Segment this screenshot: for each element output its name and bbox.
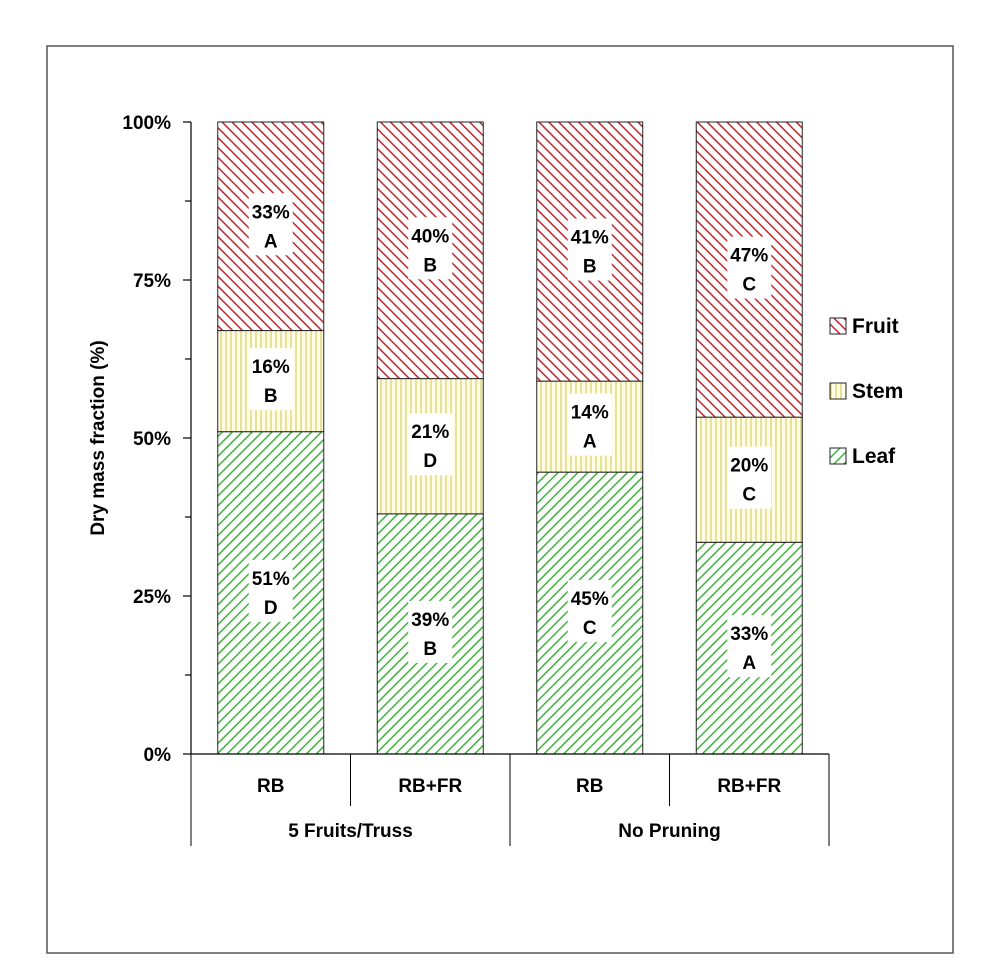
- legend: Fruit Stem Leaf: [829, 315, 903, 468]
- x-tick-label: RB+FR: [398, 776, 462, 797]
- data-label-letter: C: [742, 485, 756, 506]
- data-label-letter: B: [423, 255, 437, 276]
- y-tick-label: 75%: [133, 271, 171, 292]
- y-axis: 0% 25% 50% 75% 100%: [122, 113, 192, 766]
- data-label-letter: D: [423, 451, 437, 472]
- legend-swatch-stem: [829, 382, 847, 400]
- y-tick-label: 50%: [133, 429, 171, 450]
- data-label-letter: C: [583, 618, 597, 639]
- data-label-box: [248, 559, 293, 622]
- data-label-value: 14%: [571, 403, 609, 424]
- legend-label: Stem: [852, 380, 903, 403]
- outer-border: [46, 45, 954, 954]
- legend-label: Fruit: [852, 315, 899, 338]
- x-axis: RB RB+FR RB RB+FR 5 Fruits/Truss No Pruning: [190, 753, 830, 846]
- data-label-value: 33%: [252, 202, 290, 223]
- data-label-value: 20%: [730, 456, 768, 477]
- data-label-value: 47%: [730, 246, 768, 267]
- data-label-value: 41%: [571, 228, 609, 249]
- data-label-letter: B: [264, 386, 278, 407]
- x-tick-label: RB+FR: [717, 776, 781, 797]
- data-label-value: 45%: [571, 589, 609, 610]
- y-tick-label: 100%: [122, 113, 171, 134]
- data-label-box: [727, 446, 772, 509]
- data-label-value: 21%: [411, 422, 449, 443]
- data-label-box: [248, 193, 293, 256]
- legend-swatch-leaf: [829, 447, 847, 465]
- data-label-value: 51%: [252, 569, 290, 590]
- data-label-box: [567, 580, 612, 643]
- data-label-value: 16%: [252, 357, 290, 378]
- data-label-letter: C: [742, 275, 756, 296]
- y-axis-title: Dry mass fraction (%): [88, 340, 109, 535]
- y-tick-label: 25%: [133, 587, 171, 608]
- data-label-box: [248, 348, 293, 411]
- legend-label: Leaf: [852, 445, 896, 468]
- data-label-value: 33%: [730, 624, 768, 645]
- data-label-box: [727, 615, 772, 678]
- data-label-box: [408, 217, 453, 280]
- legend-swatch-fruit: [829, 317, 847, 335]
- bars: 51% D 16% B 33% A 39% B 21% D 40% B 45% C 14% A 41% B 33% A…: [217, 121, 803, 755]
- data-label-box: [567, 218, 612, 281]
- x-tick-label: RB: [257, 776, 284, 797]
- x-tick-label: RB: [576, 776, 603, 797]
- data-label-letter: B: [423, 639, 437, 660]
- data-label-letter: B: [583, 257, 597, 278]
- data-label-letter: A: [583, 432, 597, 453]
- data-label-box: [727, 236, 772, 299]
- x-group-label: 5 Fruits/Truss: [288, 821, 413, 842]
- data-label-value: 40%: [411, 226, 449, 247]
- data-label-box: [408, 413, 453, 476]
- data-label-letter: A: [742, 653, 756, 674]
- data-label-box: [567, 393, 612, 456]
- data-label-value: 39%: [411, 610, 449, 631]
- data-label-box: [408, 600, 453, 663]
- y-tick-label: 0%: [144, 745, 172, 766]
- data-label-letter: A: [264, 231, 278, 252]
- x-group-label: No Pruning: [618, 821, 720, 842]
- data-label-letter: D: [264, 598, 278, 619]
